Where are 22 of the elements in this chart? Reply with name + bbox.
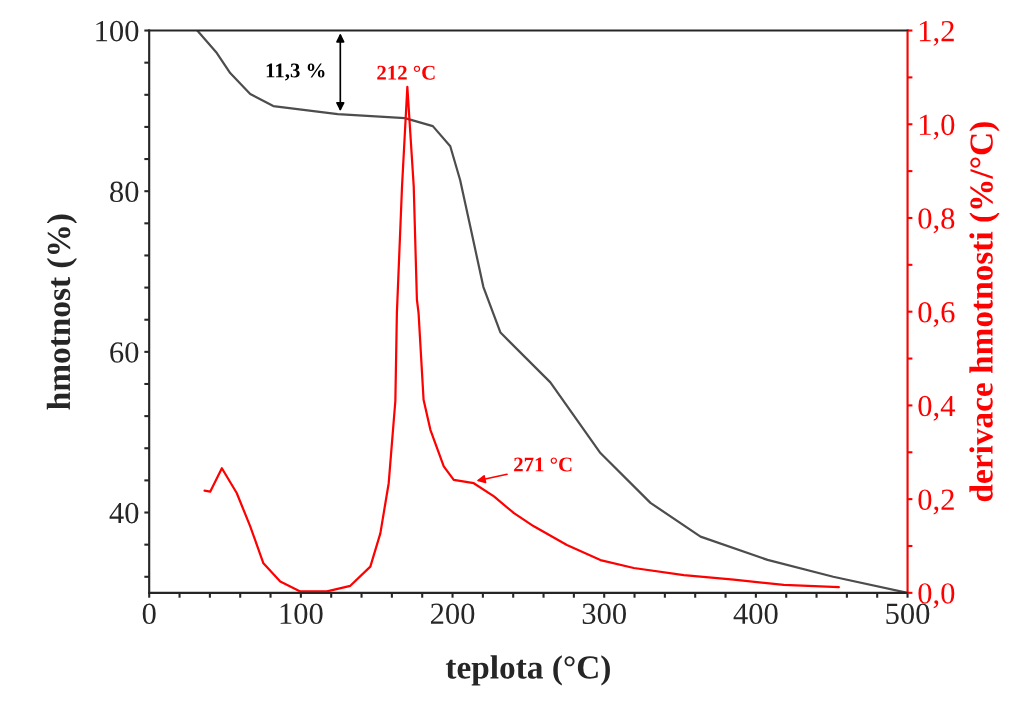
y2-tick-label: 0,2 bbox=[918, 489, 954, 515]
x-tick-label: 0 bbox=[142, 603, 156, 625]
y-tick-label: 100 bbox=[96, 20, 139, 42]
y-tick-label: 60 bbox=[110, 342, 139, 363]
y2-tick-label: 0,8 bbox=[918, 208, 955, 234]
annotation: 271 °C bbox=[514, 457, 572, 472]
y2-axis-title: derivace hmotnosti (%/°C) bbox=[969, 122, 1000, 502]
y2-tick-label: 0,4 bbox=[918, 395, 955, 421]
x-tick-label: 400 bbox=[733, 603, 778, 625]
y-tick-label: 40 bbox=[109, 502, 139, 524]
y2-tick-label: 1,0 bbox=[919, 114, 955, 140]
x-axis-title: teplota (°C) bbox=[445, 655, 610, 686]
annotation: 11,3 % bbox=[266, 63, 325, 81]
x-tick-label: 200 bbox=[430, 603, 475, 625]
y-axis-title: hmotnost (%) bbox=[46, 214, 77, 410]
y2-tick-label: 1,2 bbox=[919, 20, 954, 46]
x-tick-label: 300 bbox=[582, 603, 626, 625]
annotation: 212 °C bbox=[377, 65, 435, 80]
line-series bbox=[203, 85, 840, 593]
y2-tick-label: 0,6 bbox=[918, 301, 955, 327]
y-tick-label: 80 bbox=[110, 181, 139, 203]
x-tick-label: 100 bbox=[280, 603, 323, 625]
